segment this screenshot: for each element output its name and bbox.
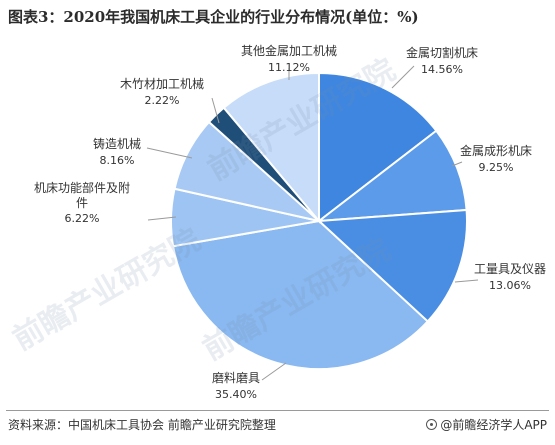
pie-slice [318, 71, 438, 224]
slice-label: 其他金属加工机械 [241, 43, 337, 58]
slice-label: 铸造机械 [93, 136, 141, 151]
slice-label: 金属切割机床 [406, 45, 478, 60]
slice-label: 木竹材加工机械 [120, 76, 204, 91]
slice-label: 磨料磨具 [212, 371, 260, 385]
leader-line [261, 362, 287, 381]
pie-slice [316, 208, 468, 323]
pie-slice [172, 219, 430, 370]
leader-line [147, 216, 177, 221]
slice-value-label: 14.56% [421, 63, 463, 76]
slice-value-label: 35.40% [215, 388, 257, 401]
source-note: 资料来源：中国机床工具协会 前瞻产业研究院整理 [8, 418, 276, 432]
slice-label: 工量具及仪器 [474, 262, 546, 276]
brand-label: @前瞻经济学人APP [440, 418, 547, 432]
slice-value-label: 8.16% [100, 154, 135, 167]
slice-value-label: 6.22% [65, 212, 100, 225]
slice-value-label: 11.12% [268, 61, 310, 74]
leader-line [211, 97, 220, 124]
chart-title: 图表3：2020年我国机床工具企业的行业分布情况(单位：%) [8, 8, 419, 26]
leader-line [391, 65, 415, 89]
slice-value-label: 2.22% [145, 94, 180, 107]
brand-logo-icon [426, 419, 438, 430]
leader-line [454, 279, 479, 283]
slice-value-label: 13.06% [489, 279, 531, 292]
leader-line [146, 147, 193, 159]
slice-label: 金属成形机床 [460, 143, 532, 158]
slice-value-label: 9.25% [479, 161, 514, 174]
pie-slice [315, 129, 468, 223]
leader-line [451, 161, 463, 167]
brand: @前瞻经济学人APP [426, 416, 547, 433]
pie-slice [222, 71, 320, 224]
footer-divider [6, 410, 549, 411]
slice-label: 机床功能部件及附件 [34, 180, 130, 210]
